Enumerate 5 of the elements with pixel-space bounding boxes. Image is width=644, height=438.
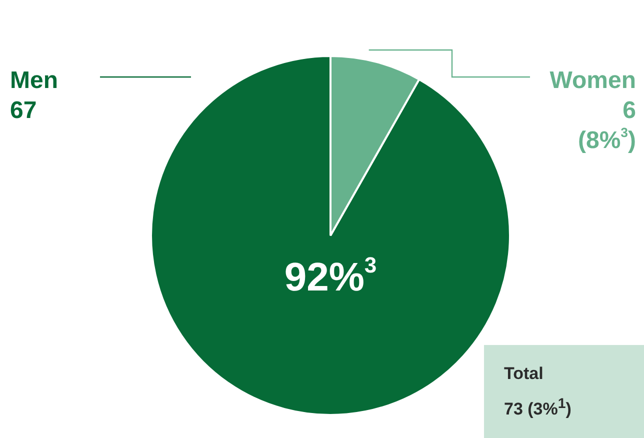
- text: Total: [504, 363, 544, 385]
- text: 73 (3%$^{1}$): [504, 395, 572, 421]
- legend-label: Men: [10, 67, 58, 94]
- data-label: 67: [10, 97, 37, 124]
- slice-label: Women: [550, 67, 636, 94]
